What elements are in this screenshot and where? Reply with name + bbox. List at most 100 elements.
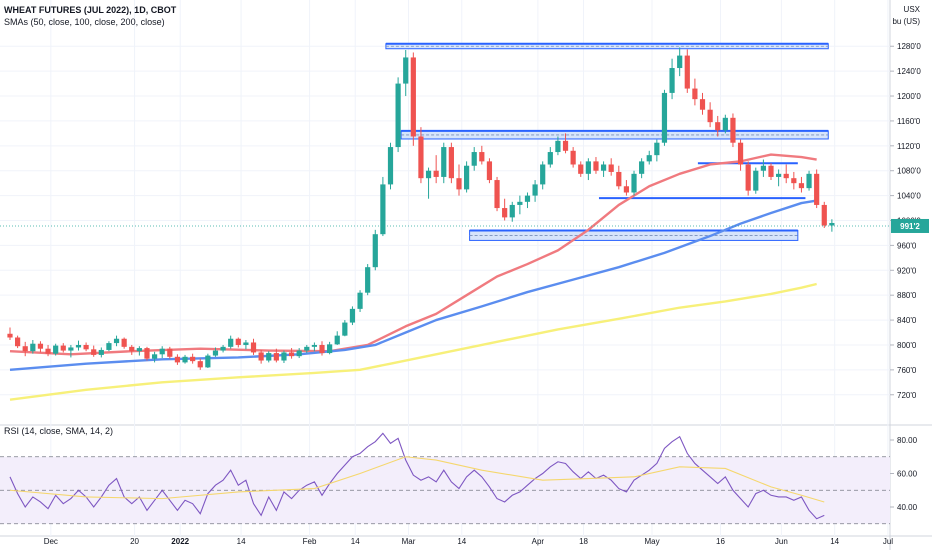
candle[interactable] [600, 161, 607, 177]
candle[interactable] [342, 320, 348, 337]
candle[interactable] [745, 161, 751, 196]
candle[interactable] [821, 201, 827, 228]
candle[interactable] [699, 92, 706, 115]
candle[interactable] [113, 335, 120, 347]
candle[interactable] [258, 349, 264, 364]
candle[interactable] [737, 139, 744, 171]
candle[interactable] [319, 341, 325, 356]
candle[interactable] [707, 102, 713, 128]
candle[interactable] [677, 47, 683, 77]
candle[interactable] [151, 351, 158, 363]
candle[interactable] [410, 52, 416, 146]
candle[interactable] [814, 169, 820, 209]
candle[interactable] [753, 167, 759, 194]
candle[interactable] [7, 327, 13, 340]
candle[interactable] [349, 306, 356, 326]
candle[interactable] [45, 344, 51, 357]
candle[interactable] [91, 345, 97, 357]
candle[interactable] [806, 170, 812, 191]
candle[interactable] [235, 337, 241, 348]
candle[interactable] [623, 180, 630, 196]
candle[interactable] [768, 163, 774, 181]
candle[interactable] [296, 348, 302, 359]
candle[interactable] [327, 341, 333, 355]
candle[interactable] [15, 335, 21, 349]
candle[interactable] [83, 342, 89, 352]
candle[interactable] [456, 164, 462, 196]
candle[interactable] [502, 198, 508, 221]
candle[interactable] [509, 201, 515, 222]
candle[interactable] [205, 353, 211, 368]
candle[interactable] [159, 346, 165, 359]
candle[interactable] [129, 344, 135, 355]
candle[interactable] [380, 176, 386, 237]
candle[interactable] [517, 195, 523, 215]
candle[interactable] [281, 350, 287, 364]
candle[interactable] [585, 158, 591, 181]
candle[interactable] [798, 176, 805, 193]
candle[interactable] [167, 346, 173, 359]
candle[interactable] [273, 348, 279, 363]
candle[interactable] [722, 114, 728, 134]
candle[interactable] [593, 157, 599, 174]
candle[interactable] [783, 164, 789, 184]
candle[interactable] [608, 158, 614, 176]
candle[interactable] [98, 347, 104, 358]
candle[interactable] [144, 346, 150, 361]
candle[interactable] [684, 49, 690, 93]
candle[interactable] [646, 150, 652, 165]
candle[interactable] [106, 341, 112, 352]
candle[interactable] [75, 340, 82, 351]
candle[interactable] [570, 147, 576, 168]
candle[interactable] [334, 331, 340, 345]
candle[interactable] [562, 133, 569, 154]
candle[interactable] [228, 335, 234, 349]
candle[interactable] [311, 342, 317, 352]
candle[interactable] [524, 192, 531, 209]
candle[interactable] [403, 49, 409, 97]
candle[interactable] [547, 147, 553, 168]
candle[interactable] [730, 113, 736, 148]
candle[interactable] [357, 290, 363, 312]
candle[interactable] [494, 176, 500, 212]
candle[interactable] [174, 354, 181, 365]
candle[interactable] [243, 339, 249, 350]
candle[interactable] [578, 161, 584, 177]
candle[interactable] [387, 142, 394, 190]
candle[interactable] [471, 147, 477, 171]
candle[interactable] [425, 167, 432, 199]
candle[interactable] [829, 219, 835, 232]
candle[interactable] [182, 354, 188, 364]
candle[interactable] [37, 341, 44, 353]
candle[interactable] [616, 165, 622, 190]
candle[interactable] [197, 358, 203, 370]
candle[interactable] [304, 344, 310, 354]
candle[interactable] [433, 155, 439, 184]
candle[interactable] [464, 161, 470, 193]
candle[interactable] [639, 158, 645, 179]
candle[interactable] [22, 341, 28, 357]
candle[interactable] [486, 158, 493, 184]
candle[interactable] [555, 136, 561, 156]
candle[interactable] [121, 337, 127, 349]
candle[interactable] [441, 142, 447, 184]
candle[interactable] [372, 229, 378, 271]
candle[interactable] [212, 347, 219, 357]
candle[interactable] [776, 169, 782, 187]
candle[interactable] [395, 77, 401, 153]
candle[interactable] [532, 180, 538, 202]
candle[interactable] [715, 115, 721, 137]
candle[interactable] [791, 171, 797, 190]
candle[interactable] [448, 142, 454, 184]
candle[interactable] [760, 159, 766, 177]
candle[interactable] [654, 139, 660, 162]
candle[interactable] [68, 344, 74, 358]
candle[interactable] [661, 89, 668, 146]
candle[interactable] [540, 161, 546, 190]
candle[interactable] [479, 145, 485, 165]
candle[interactable] [692, 78, 698, 106]
candle[interactable] [250, 338, 257, 355]
candle[interactable] [220, 344, 226, 353]
candle[interactable] [30, 339, 36, 354]
